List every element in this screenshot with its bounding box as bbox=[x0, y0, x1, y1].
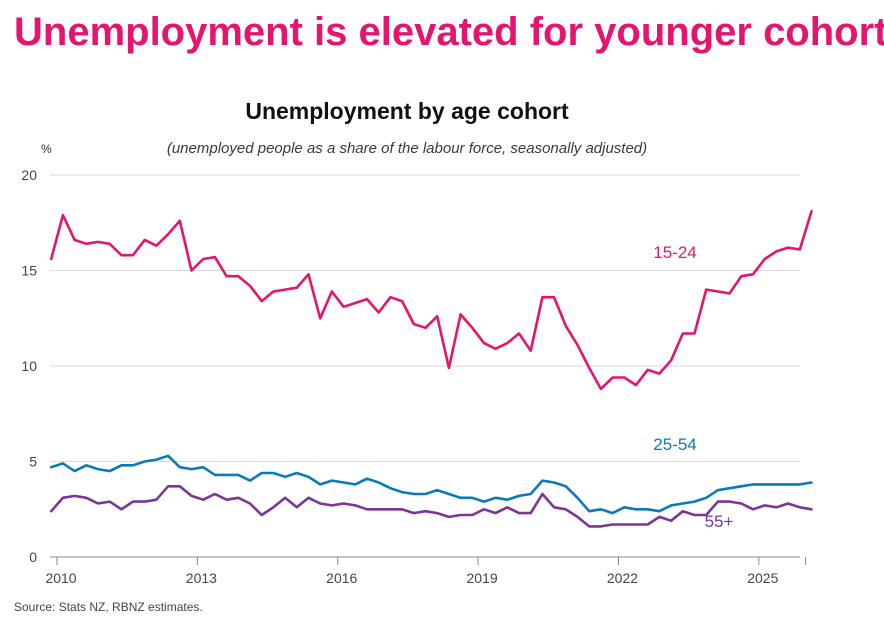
x-tick-label: 2016 bbox=[326, 570, 357, 586]
series-label-15-24: 15-24 bbox=[653, 243, 696, 262]
y-tick-label: 10 bbox=[21, 358, 37, 374]
source-note: Source: Stats NZ, RBNZ estimates. bbox=[14, 600, 203, 614]
y-tick-label: 0 bbox=[29, 549, 37, 565]
chart-subtitle: (unemployed people as a share of the lab… bbox=[166, 140, 648, 157]
x-tick-label: 2010 bbox=[45, 570, 76, 586]
y-tick-label: 20 bbox=[21, 167, 37, 183]
series-label-25-54: 25-54 bbox=[653, 435, 696, 454]
headline: Unemployment is elevated for younger coh… bbox=[14, 10, 884, 54]
x-tick-label: 2022 bbox=[607, 570, 638, 586]
series-label-55+: 55+ bbox=[705, 512, 734, 531]
series-line-25-54 bbox=[49, 454, 813, 515]
x-tick-label: 2025 bbox=[747, 570, 778, 586]
x-tick-label: 2013 bbox=[186, 570, 217, 586]
series-line-55+ bbox=[49, 484, 813, 528]
y-axis-unit: % bbox=[41, 142, 52, 156]
chart-title: Unemployment by age cohort bbox=[245, 98, 569, 124]
y-tick-label: 15 bbox=[21, 263, 37, 279]
series-line-15-24 bbox=[49, 210, 813, 391]
x-tick-label: 2019 bbox=[467, 570, 498, 586]
y-tick-label: 5 bbox=[29, 454, 37, 470]
